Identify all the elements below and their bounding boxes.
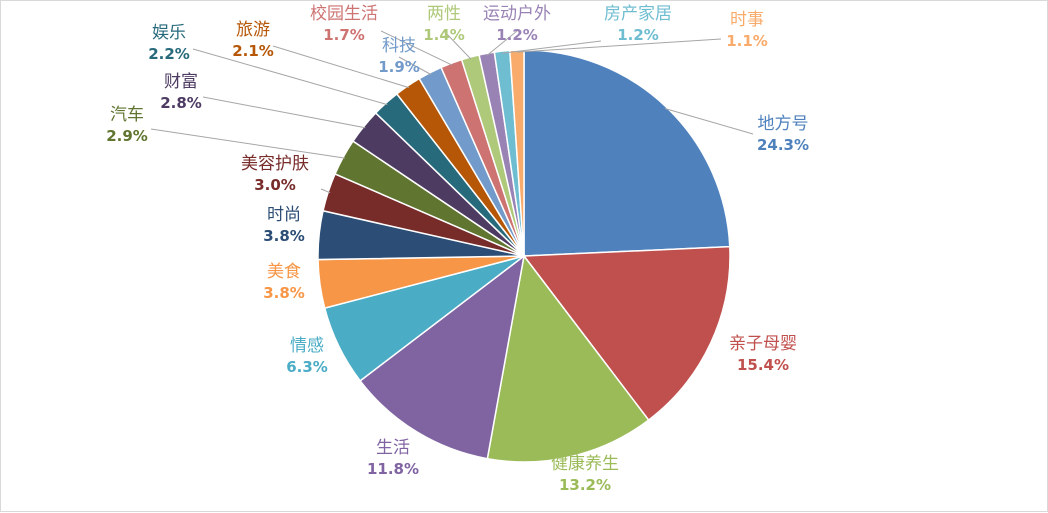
- slice-name-label: 亲子母婴: [729, 334, 797, 354]
- slice-name-label: 科技: [382, 36, 416, 56]
- slice-percent-label: 15.4%: [737, 356, 789, 374]
- pie-slice: [523, 49, 731, 257]
- leader-line: [443, 30, 472, 60]
- slice-name-label: 运动户外: [483, 4, 551, 24]
- slice-percent-label: 24.3%: [757, 136, 809, 154]
- leader-line: [502, 40, 602, 54]
- slice-name-label: 汽车: [110, 105, 144, 125]
- slice-percent-label: 3.0%: [254, 176, 296, 194]
- leader-line: [486, 30, 518, 56]
- leader-line: [380, 30, 453, 66]
- slice-name-label: 旅游: [236, 20, 270, 40]
- slice-percent-label: 3.8%: [263, 284, 305, 302]
- pie-slice: [508, 49, 525, 257]
- slice-name-label: 健康养生: [551, 454, 619, 474]
- pie-slice: [359, 254, 526, 460]
- slice-percent-label: 2.1%: [232, 42, 274, 60]
- slice-percent-label: 1.1%: [726, 32, 768, 50]
- slice-name-label: 美容护肤: [241, 154, 309, 174]
- data-labels: 地方号 24.3% 亲子母婴 15.4% 健康养生 13.2% 生活 11.8% 情感 6.3% 美…: [106, 4, 809, 494]
- slice-percent-label: 1.7%: [323, 26, 365, 44]
- leader-lines: [150, 30, 754, 194]
- leader-line: [272, 45, 410, 89]
- slice-percent-label: 6.3%: [286, 358, 328, 376]
- slice-percent-label: 3.8%: [263, 227, 305, 245]
- slice-percent-label: 13.2%: [559, 476, 611, 494]
- slice-percent-label: 1.4%: [423, 26, 465, 44]
- slice-name-label: 校园生活: [310, 4, 378, 24]
- slice-name-label: 生活: [376, 438, 410, 458]
- leader-line: [202, 96, 366, 129]
- leader-line: [320, 188, 331, 194]
- slice-name-label: 情感: [290, 336, 324, 356]
- slice-percent-label: 11.8%: [367, 460, 419, 478]
- slice-percent-label: 1.2%: [617, 26, 659, 44]
- slice-name-label: 财富: [164, 72, 198, 92]
- slice-name-label: 时尚: [267, 205, 301, 225]
- pie-slice: [522, 245, 731, 422]
- leader-line: [398, 56, 432, 75]
- slice-percent-label: 2.8%: [160, 94, 202, 112]
- leader-line: [150, 128, 346, 159]
- slice-percent-label: 1.9%: [378, 58, 420, 76]
- pie-slices: [317, 49, 731, 463]
- slice-name-label: 美食: [267, 262, 301, 282]
- leader-line: [192, 48, 388, 106]
- leader-line: [664, 108, 754, 135]
- leader-line: [516, 38, 722, 53]
- slice-name-label: 地方号: [758, 114, 809, 134]
- slice-name-label: 两性: [427, 4, 461, 24]
- slice-percent-label: 2.2%: [148, 45, 190, 63]
- slice-name-label: 时事: [730, 10, 764, 30]
- slice-percent-label: 1.2%: [496, 26, 538, 44]
- slice-name-label: 房产家居: [604, 4, 672, 24]
- slice-name-label: 娱乐: [152, 23, 186, 43]
- pie-slice: [486, 254, 650, 463]
- slice-percent-label: 2.9%: [106, 127, 148, 145]
